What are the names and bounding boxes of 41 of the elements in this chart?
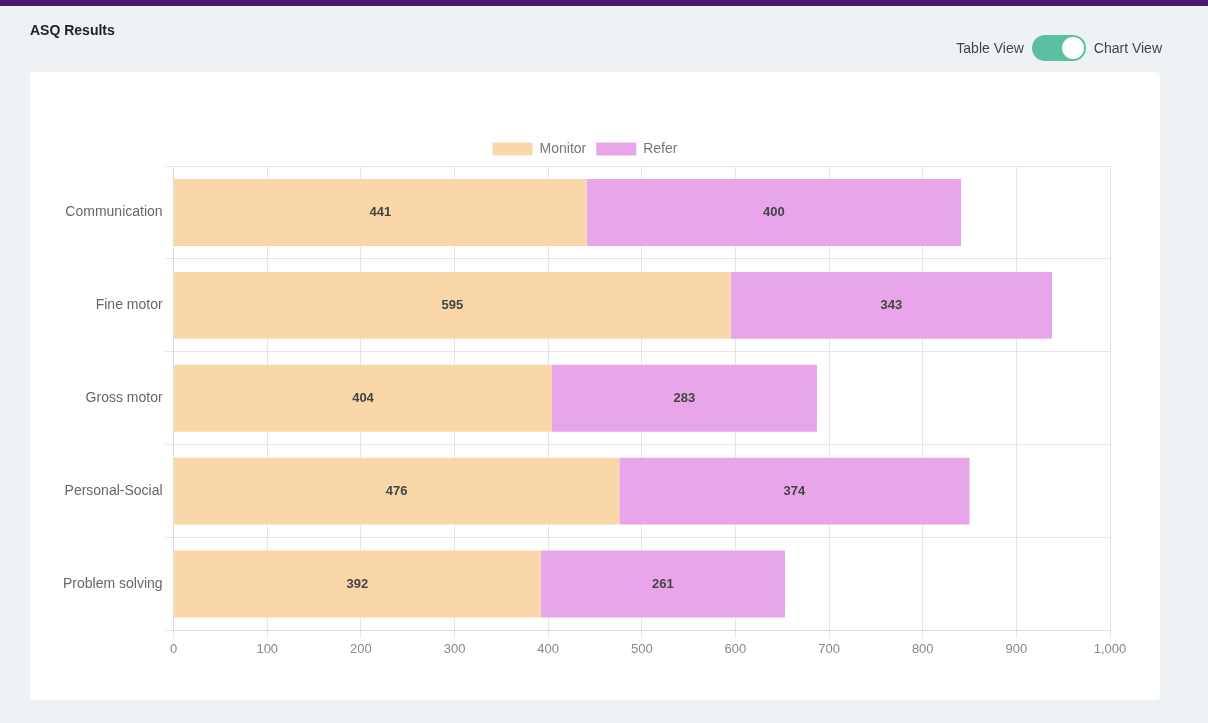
data-label: 441 (369, 204, 392, 220)
text: Chart View (1093, 40, 1162, 56)
bar (174, 550, 541, 618)
y-tick-label: Personal-Social (64, 481, 163, 498)
bar (586, 179, 962, 246)
legend-label: Monitor (539, 139, 587, 156)
x-tick-label: 400 (537, 640, 560, 656)
text: Table View (956, 40, 1024, 56)
bar (619, 457, 970, 525)
data-label: 476 (385, 482, 408, 498)
bar (174, 271, 731, 339)
x-tick-label: 1,000 (1093, 640, 1127, 656)
data-label: 343 (880, 296, 903, 312)
bar (551, 364, 817, 432)
x-tick-label: 900 (1005, 640, 1028, 656)
x-tick-label: 0 (169, 640, 178, 656)
data-label: 283 (673, 389, 696, 405)
x-tick-label: 500 (630, 640, 653, 656)
data-label: 392 (346, 575, 369, 591)
x-tick-label: 200 (350, 640, 372, 656)
y-tick-label: Problem solving (62, 574, 163, 591)
chart-title: ASQ Results (30, 22, 115, 38)
bar (174, 364, 552, 432)
x-tick-label: 600 (724, 640, 747, 656)
bar (730, 271, 1052, 339)
y-tick-label: Gross motor (85, 389, 163, 406)
x-tick-label: 800 (911, 640, 934, 656)
bar (174, 457, 620, 525)
x-tick-label: 700 (818, 640, 840, 656)
data-label: 374 (783, 482, 807, 498)
bar (174, 179, 587, 246)
data-label: 261 (652, 575, 674, 591)
data-label: 595 (441, 296, 464, 312)
data-label: 404 (352, 389, 375, 405)
x-tick-label: 300 (443, 640, 466, 656)
data-label: 400 (762, 204, 785, 220)
legend-label: Refer (643, 139, 678, 156)
y-tick-label: Communication (65, 203, 163, 220)
x-tick-label: 100 (256, 640, 279, 656)
y-tick-label: Fine motor (95, 296, 163, 313)
bar (540, 550, 786, 618)
